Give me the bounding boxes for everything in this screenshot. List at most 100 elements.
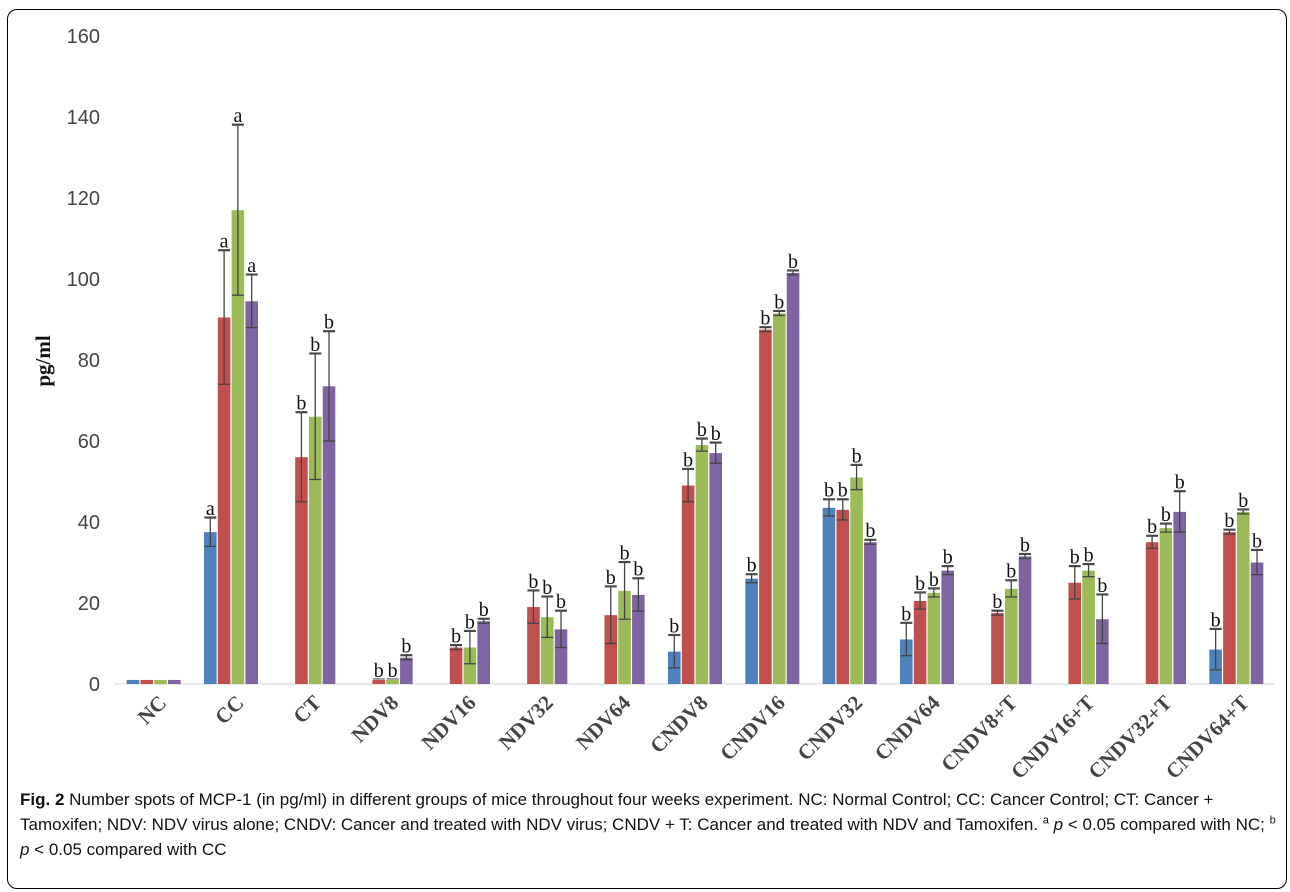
bar [527,607,540,684]
significance-label: a [220,231,229,253]
significance-label: b [1070,547,1080,569]
x-category-label: NDV64 [571,690,635,754]
y-tick-label: 60 [78,431,100,453]
bar [126,679,140,684]
bar [554,629,568,684]
significance-label: b [824,480,834,502]
significance-label: b [774,291,784,313]
bar [1082,570,1095,684]
bar [1145,542,1159,684]
significance-label: b [1175,472,1185,494]
bar [913,600,927,684]
bars-group [126,210,1264,684]
significance-label: b [374,660,384,682]
bar [695,445,709,684]
bar [245,301,258,684]
significance-label: b [310,334,320,356]
significance-label: b [865,520,875,542]
significance-label: b [479,599,489,621]
significance-label: b [1006,561,1016,583]
significance-label: b [1020,534,1030,556]
x-category-label: NDV32 [494,691,558,755]
significance-label: b [760,308,770,330]
x-category-label: CNDV64 [870,690,945,765]
bar [295,457,308,684]
significance-label: b [1224,510,1234,532]
bar [372,679,386,684]
significance-label: b [606,567,616,589]
bar [1159,528,1173,684]
significance-label: b [296,393,306,415]
significance-label: b [620,543,630,565]
bar [217,317,231,684]
caption-note-b: < 0.05 compared with CC [29,840,227,859]
x-category-label: CNDV64+T [1161,691,1254,784]
significance-label: b [943,547,953,569]
p-symbol-b: p [20,840,30,859]
significance-label: b [901,603,911,625]
bar [231,210,245,684]
caption-note-a: < 0.05 compared with NC; [1063,815,1270,834]
bar [1236,511,1250,684]
bar [604,615,618,684]
significance-label: b [929,569,939,591]
bar [745,578,758,684]
x-category-label: NC [133,691,171,729]
significance-label: b [852,445,862,467]
significance-label: b [556,591,566,613]
significance-label: b [838,480,848,502]
significance-label: b [324,312,334,334]
bar [709,453,722,684]
p-symbol-a: p [1053,815,1064,834]
bar [822,507,836,684]
significance-label: a [247,255,256,277]
bar [308,416,322,684]
bar [1068,582,1082,684]
bar [1173,511,1186,684]
significance-label: b [1211,609,1221,631]
superscript-a: a [1042,814,1049,827]
significance-label: b [451,626,461,648]
bar [400,657,413,684]
significance-label: b [788,251,798,273]
bar [900,639,913,684]
significance-label: b [1161,504,1171,526]
bar [941,570,954,684]
bar [540,617,554,684]
figure-caption: Fig. 2 Number spots of MCP-1 (in pg/ml) … [20,787,1280,862]
bar [463,647,477,684]
significance-label: b [669,615,679,637]
bar [991,613,1004,684]
bar [850,477,863,684]
bar [632,594,645,684]
bar [836,509,850,684]
significance-label: b [465,611,475,633]
bar [154,679,167,684]
x-category-label: CNDV16 [715,691,790,766]
bar [786,272,800,684]
bar [449,647,463,684]
bar [681,485,695,684]
significance-label: b [992,591,1002,613]
significance-label: b [388,660,398,682]
y-tick-label: 20 [78,593,100,615]
significance-label: b [711,423,721,445]
bar [386,679,399,684]
significance-label: b [401,636,411,658]
bar [1018,556,1032,684]
significance-label: a [233,105,242,127]
y-tick-label: 100 [67,269,100,291]
y-tick-label: 120 [67,188,100,210]
caption-text: Number spots of MCP-1 (in pg/ml) in diff… [20,790,1214,834]
bar [140,679,154,684]
y-tick-label: 140 [67,107,100,129]
bar [927,592,941,684]
significance-label: b [915,573,925,595]
significance-label: a [206,498,215,520]
significance-label: b [1252,530,1262,552]
y-tick-label: 80 [78,350,100,372]
bar [1004,588,1018,684]
significance-label: b [747,555,757,577]
bar [477,621,490,684]
